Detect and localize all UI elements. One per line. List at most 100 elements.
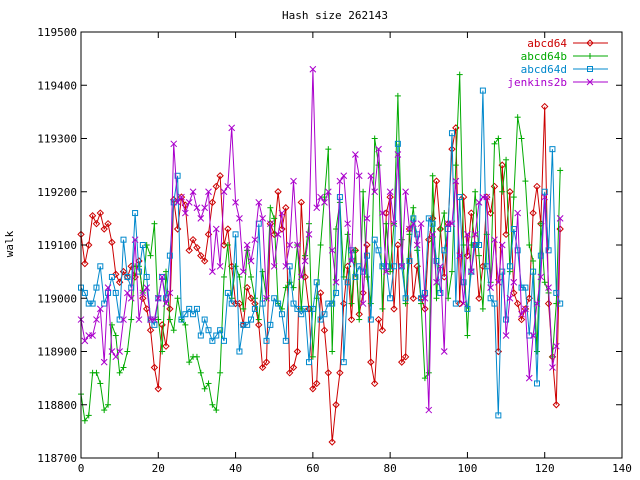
legend-entry-marker	[587, 53, 593, 59]
data-point	[143, 242, 150, 248]
data-point	[379, 263, 386, 270]
data-point	[320, 326, 329, 334]
data-point	[243, 241, 251, 249]
data-point	[425, 215, 432, 222]
data-point	[248, 273, 255, 280]
data-point	[100, 225, 108, 233]
data-point	[127, 294, 135, 302]
data-point	[429, 172, 436, 179]
data-point	[506, 188, 514, 196]
data-point	[224, 242, 231, 248]
data-point	[97, 380, 104, 387]
data-point	[286, 241, 294, 249]
data-point	[556, 215, 564, 222]
data-point	[190, 311, 197, 318]
data-point	[421, 294, 429, 302]
data-point	[108, 238, 116, 247]
data-point	[305, 359, 312, 366]
data-point	[321, 199, 328, 206]
data-point	[244, 321, 251, 328]
data-point	[151, 321, 158, 328]
data-point	[398, 236, 405, 243]
data-point	[333, 289, 340, 296]
data-point	[433, 295, 440, 302]
data-point	[135, 316, 143, 323]
data-point	[220, 337, 227, 344]
data-point	[205, 188, 212, 196]
data-point	[228, 124, 236, 132]
data-point	[387, 295, 394, 302]
data-point	[464, 230, 471, 238]
data-point	[124, 289, 131, 297]
data-point	[201, 204, 209, 212]
data-point	[429, 220, 436, 227]
data-point	[549, 364, 556, 371]
data-point	[263, 294, 270, 302]
y-tick-label: 119300	[37, 133, 77, 146]
data-point	[414, 231, 421, 238]
data-point	[517, 315, 526, 324]
data-point	[209, 401, 216, 408]
data-point	[401, 353, 410, 361]
data-point	[313, 379, 321, 388]
data-point	[518, 310, 525, 318]
data-point	[533, 348, 540, 355]
data-point	[545, 284, 552, 291]
data-point	[495, 412, 502, 419]
data-point	[491, 300, 498, 307]
data-point	[483, 193, 491, 201]
data-point	[476, 252, 483, 259]
data-point	[367, 358, 375, 366]
data-point	[266, 220, 274, 228]
x-tick-label: 140	[612, 462, 632, 475]
data-point	[348, 300, 355, 307]
data-point	[414, 247, 421, 254]
data-point	[464, 305, 471, 312]
data-point	[490, 182, 499, 191]
data-point	[452, 300, 459, 307]
data-point	[329, 300, 336, 307]
data-point	[313, 279, 320, 286]
data-point	[159, 348, 166, 355]
data-point	[360, 268, 367, 275]
data-point	[271, 295, 278, 302]
data-point	[97, 263, 104, 270]
x-tick-label: 80	[384, 462, 397, 475]
data-point	[197, 369, 204, 376]
data-point	[81, 289, 88, 296]
data-point	[363, 241, 371, 249]
data-point	[85, 300, 92, 307]
data-point	[162, 300, 170, 307]
data-point	[224, 183, 232, 190]
data-point	[166, 252, 173, 259]
data-point	[529, 332, 537, 339]
series-jenkins2b	[77, 65, 564, 414]
data-point	[317, 242, 324, 248]
data-point	[452, 177, 460, 185]
y-tick-label: 119200	[37, 186, 77, 199]
data-point	[205, 380, 212, 387]
data-point	[278, 209, 286, 217]
data-point	[217, 369, 224, 376]
data-point	[448, 130, 455, 137]
data-point	[522, 284, 529, 291]
data-point	[178, 316, 185, 323]
data-point	[382, 268, 390, 275]
data-point	[344, 231, 351, 238]
data-point	[456, 252, 464, 260]
data-point	[363, 215, 371, 222]
data-point	[514, 114, 521, 121]
series-group	[77, 65, 564, 446]
data-point	[530, 257, 537, 264]
data-point	[197, 215, 205, 222]
data-point	[537, 252, 544, 259]
data-point	[274, 188, 282, 196]
data-point	[147, 252, 154, 259]
data-point	[251, 305, 258, 312]
data-point	[151, 220, 158, 227]
data-point	[155, 316, 162, 323]
data-point	[387, 268, 394, 275]
data-point	[502, 230, 510, 239]
